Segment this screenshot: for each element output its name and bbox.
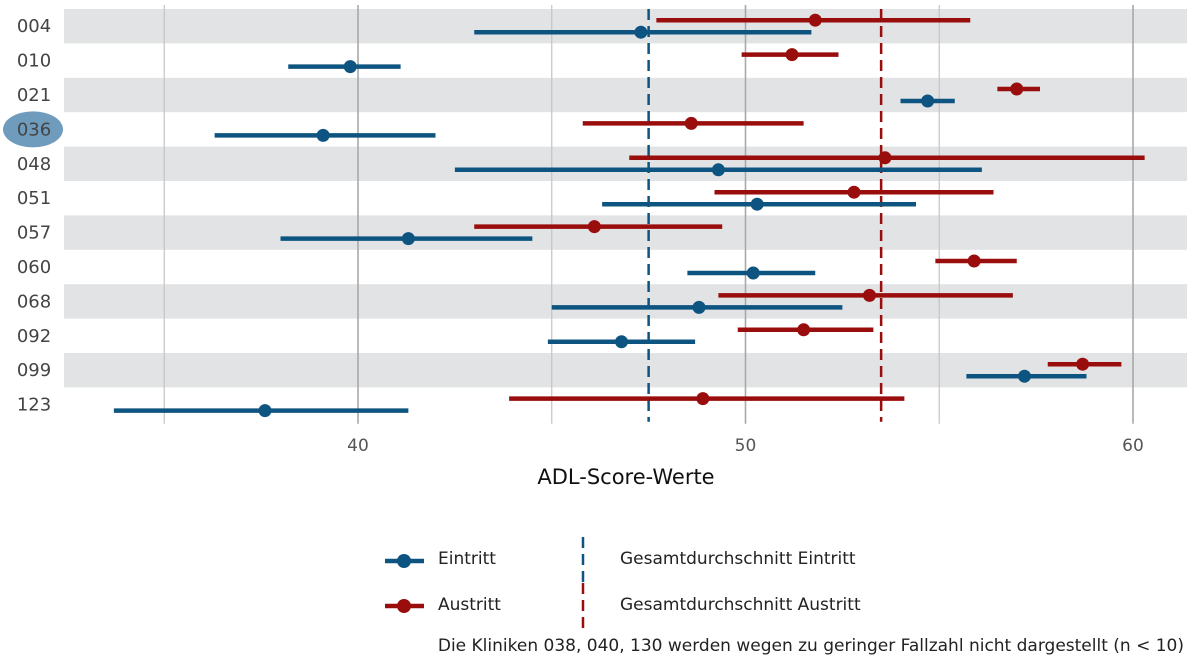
row-band <box>64 9 1187 44</box>
point-eintritt <box>316 128 330 142</box>
point-eintritt <box>711 163 725 177</box>
legend-label-austritt: Austritt <box>438 595 501 615</box>
x-tick-label: 60 <box>1122 436 1144 456</box>
highlight-marker <box>3 111 63 148</box>
legend-label-mean-eintritt: Gesamtdurchschnitt Eintritt <box>620 549 856 569</box>
point-austritt <box>797 323 811 337</box>
point-austritt <box>863 288 876 302</box>
legend-label-eintritt: Eintritt <box>438 549 496 569</box>
point-eintritt <box>746 266 760 280</box>
row-band <box>64 77 1187 113</box>
point-eintritt <box>692 300 706 314</box>
point-eintritt <box>750 197 764 211</box>
x-tick-label: 50 <box>735 436 757 456</box>
point-austritt <box>785 48 799 62</box>
legend-point-austritt <box>397 599 411 613</box>
point-austritt <box>696 392 710 406</box>
point-austritt <box>1010 82 1024 96</box>
row-band <box>64 215 1187 250</box>
point-austritt <box>847 185 861 199</box>
point-eintritt <box>1018 369 1031 383</box>
category-label: 057 <box>17 223 51 244</box>
footnote: Die Kliniken 038, 040, 130 werden wegen … <box>437 636 1184 656</box>
point-austritt <box>878 151 892 165</box>
row-band <box>64 146 1187 181</box>
point-austritt <box>684 116 698 130</box>
point-eintritt <box>401 232 415 246</box>
category-label: 060 <box>17 257 51 278</box>
point-eintritt <box>343 60 357 74</box>
category-label: 099 <box>17 360 51 381</box>
category-label: 048 <box>17 154 51 175</box>
category-label: 004 <box>17 16 51 37</box>
point-eintritt <box>615 335 628 349</box>
category-label: 123 <box>17 395 51 416</box>
category-label: 010 <box>17 51 51 72</box>
legend-label-mean-austritt: Gesamtdurchschnitt Austritt <box>620 595 861 615</box>
row-band <box>64 353 1187 388</box>
point-eintritt <box>921 94 935 108</box>
category-label: 036 <box>17 119 51 140</box>
x-axis-title: ADL-Score-Werte <box>537 465 714 489</box>
point-austritt <box>1076 357 1090 371</box>
x-tick-label: 40 <box>347 436 369 456</box>
legend-point-eintritt <box>397 554 411 568</box>
point-austritt <box>808 13 822 27</box>
point-eintritt <box>634 25 648 39</box>
row-band <box>64 284 1187 319</box>
point-austritt <box>967 254 981 268</box>
category-label: 092 <box>17 326 51 347</box>
category-label: 021 <box>17 85 51 106</box>
point-eintritt <box>258 404 272 418</box>
point-austritt <box>587 220 601 234</box>
category-label: 068 <box>17 291 51 312</box>
category-label: 051 <box>17 188 51 209</box>
